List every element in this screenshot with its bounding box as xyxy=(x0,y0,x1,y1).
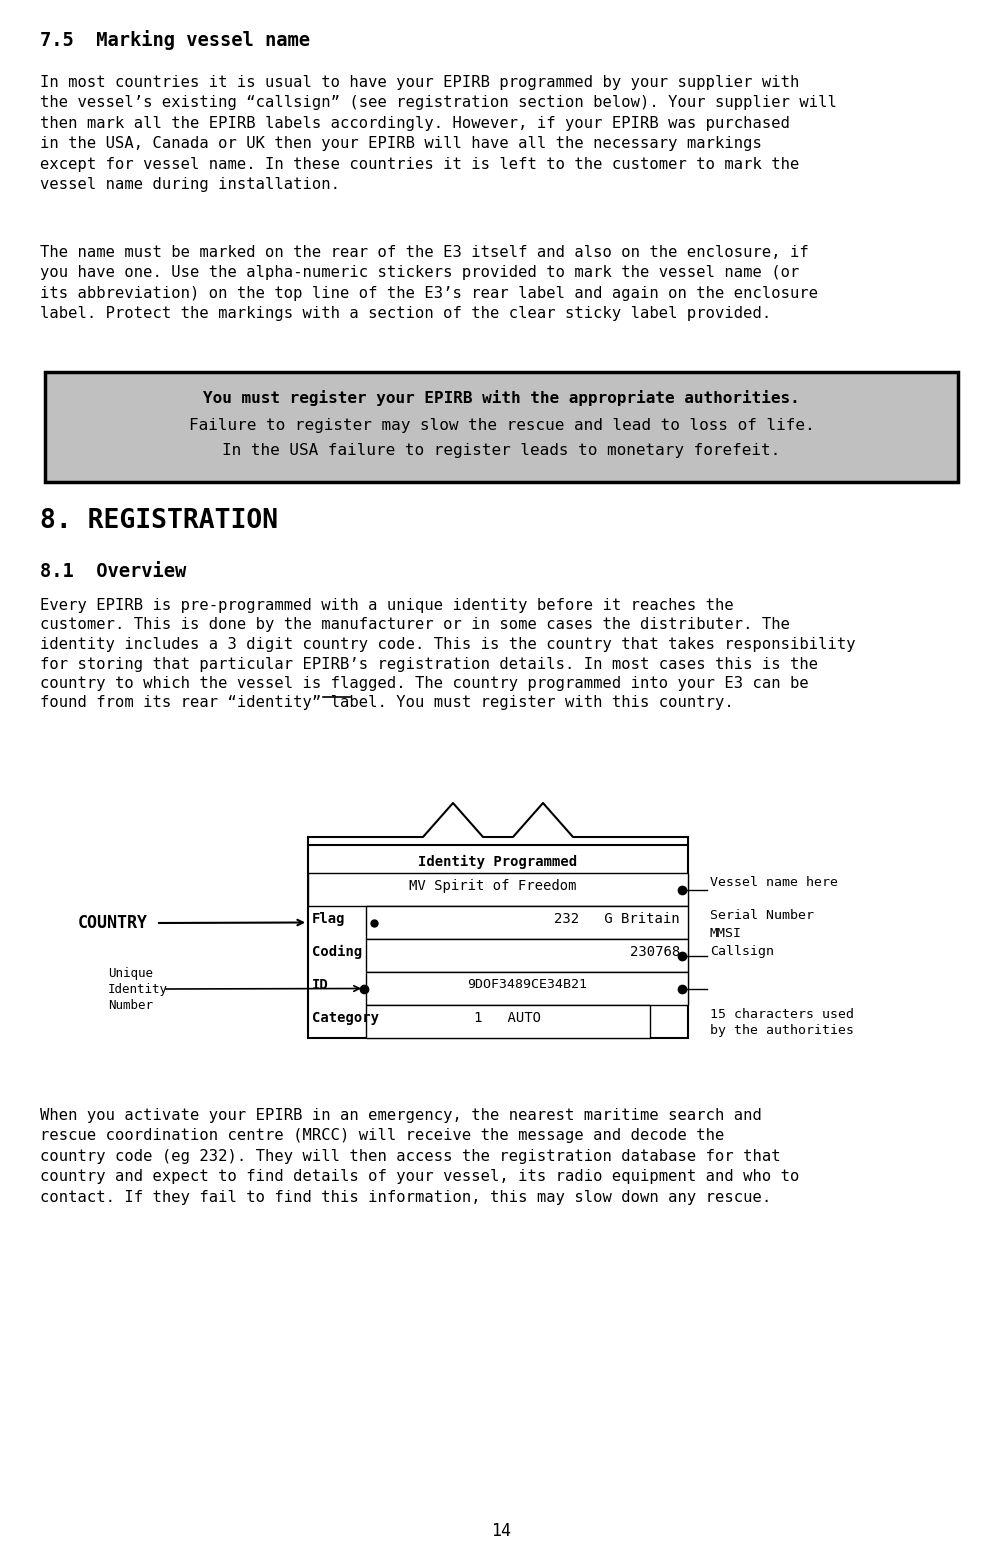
Bar xyxy=(308,845,687,1039)
Bar xyxy=(45,372,957,481)
Text: You must register your EPIRB with the appropriate authorities.: You must register your EPIRB with the ap… xyxy=(203,390,799,406)
Text: customer. This is done by the manufacturer or in some cases the distributer. The: customer. This is done by the manufactur… xyxy=(40,618,790,633)
Text: Vessel name here: Vessel name here xyxy=(709,876,837,889)
Text: Serial Number: Serial Number xyxy=(709,909,814,923)
Text: 230768: 230768 xyxy=(629,944,679,960)
Text: found from its rear “identity” label. You must register with this country.: found from its rear “identity” label. Yo… xyxy=(40,695,733,711)
Text: 1   AUTO: 1 AUTO xyxy=(474,1011,541,1025)
Text: country to which the vessel is flagged. The country programmed into your E3 can : country to which the vessel is flagged. … xyxy=(40,676,808,690)
Text: 7.5  Marking vessel name: 7.5 Marking vessel name xyxy=(40,29,310,50)
Bar xyxy=(366,972,687,1005)
Text: 15 characters used
by the authorities: 15 characters used by the authorities xyxy=(709,1008,853,1037)
Text: Every EPIRB is pre-programmed with a unique identity before it reaches the: Every EPIRB is pre-programmed with a uni… xyxy=(40,598,733,613)
Text: In most countries it is usual to have your EPIRB programmed by your supplier wit: In most countries it is usual to have yo… xyxy=(40,74,836,192)
Text: 9DOF3489CE34B21: 9DOF3489CE34B21 xyxy=(467,978,586,991)
Bar xyxy=(366,1005,649,1039)
Text: Callsign: Callsign xyxy=(709,944,774,958)
Text: Failure to register may slow the rescue and lead to loss of life.: Failure to register may slow the rescue … xyxy=(188,418,814,433)
Bar xyxy=(308,873,687,906)
Text: Category: Category xyxy=(312,1011,379,1025)
Text: When you activate your EPIRB in an emergency, the nearest maritime search and
re: When you activate your EPIRB in an emerg… xyxy=(40,1108,799,1204)
Bar xyxy=(366,906,687,940)
Text: Identity Programmed: Identity Programmed xyxy=(418,854,577,868)
Text: Unique
Identity
Number: Unique Identity Number xyxy=(108,968,167,1012)
Text: 232   G Britain: 232 G Britain xyxy=(554,912,679,926)
Text: ID: ID xyxy=(312,978,329,992)
Bar xyxy=(366,940,687,972)
Text: 8. REGISTRATION: 8. REGISTRATION xyxy=(40,508,278,534)
Text: MV Spirit of Freedom: MV Spirit of Freedom xyxy=(409,879,576,893)
Text: In the USA failure to register leads to monetary forefeit.: In the USA failure to register leads to … xyxy=(222,443,780,458)
Text: Flag: Flag xyxy=(312,912,345,926)
Text: The name must be marked on the rear of the E3 itself and also on the enclosure, : The name must be marked on the rear of t… xyxy=(40,245,818,320)
Text: 8.1  Overview: 8.1 Overview xyxy=(40,562,186,580)
Text: identity includes a 3 digit country code. This is the country that takes respons: identity includes a 3 digit country code… xyxy=(40,636,855,652)
Text: 14: 14 xyxy=(491,1522,510,1540)
Text: for storing that particular EPIRB’s registration details. In most cases this is : for storing that particular EPIRB’s regi… xyxy=(40,656,818,672)
Text: COUNTRY: COUNTRY xyxy=(78,913,148,932)
Text: Coding: Coding xyxy=(312,944,362,960)
Text: MMSI: MMSI xyxy=(709,927,741,940)
